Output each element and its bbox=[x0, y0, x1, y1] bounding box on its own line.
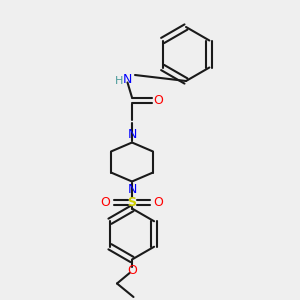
Text: O: O bbox=[101, 196, 110, 209]
Text: N: N bbox=[127, 128, 137, 141]
Text: N: N bbox=[123, 73, 132, 86]
Text: S: S bbox=[128, 196, 136, 209]
Text: N: N bbox=[127, 183, 137, 196]
Text: O: O bbox=[154, 196, 163, 209]
Text: O: O bbox=[127, 263, 137, 277]
Text: H: H bbox=[115, 76, 123, 86]
Text: O: O bbox=[153, 94, 163, 107]
